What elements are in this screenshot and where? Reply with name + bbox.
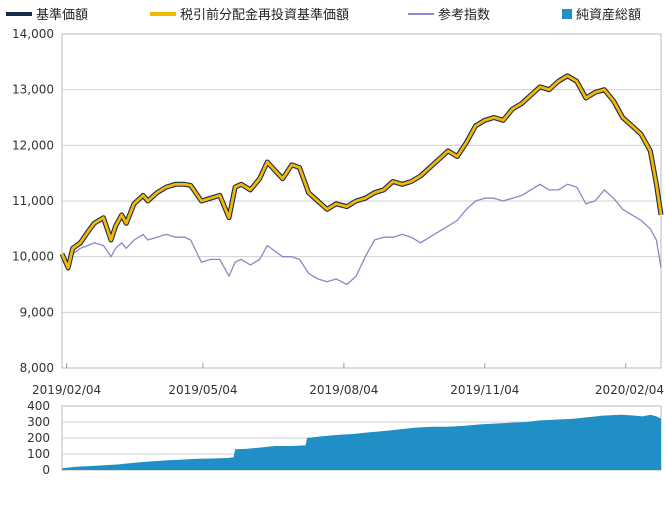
sub-y-tick-label-1: 100 — [27, 447, 50, 461]
main-y-tick-label-0: 8,000 — [20, 361, 54, 375]
main-y-tick-label-4: 12,000 — [12, 138, 54, 152]
legend-swatch-3 — [562, 9, 572, 19]
legend-label-3: 純資産総額 — [576, 7, 641, 23]
main-y-tick-label-5: 13,000 — [12, 83, 54, 97]
x-tick-label-2: 2019/08/04 — [309, 383, 378, 397]
net-assets-area-chart: 0 100 200 300 400 — [27, 399, 662, 477]
x-tick-label-1: 2019/05/04 — [168, 383, 237, 397]
x-tick-label-0: 2019/02/04 — [32, 383, 101, 397]
line-series-1 — [60, 74, 663, 270]
sub-y-tick-label-2: 200 — [27, 431, 50, 445]
main-y-tick-label-6: 14,000 — [12, 27, 54, 41]
area-net-assets — [62, 414, 661, 470]
sub-y-tick-label-4: 400 — [27, 399, 50, 413]
legend-label-1: 税引前分配金再投資基準価額 — [180, 7, 349, 23]
main-y-tick-label-2: 10,000 — [12, 250, 54, 264]
legend-label-2: 参考指数 — [438, 7, 490, 23]
price-line-chart: 8,000 9,000 10,000 11,000 12,000 13,000 14,000… — [12, 27, 664, 397]
sub-y-tick-label-0: 0 — [42, 463, 50, 477]
main-y-tick-label-3: 11,000 — [12, 194, 54, 208]
main-y-tick-label-1: 9,000 — [20, 305, 54, 319]
legend-label-0: 基準価額 — [36, 7, 88, 23]
line-series-2 — [61, 183, 662, 286]
x-tick-label-3: 2019/11/04 — [450, 383, 519, 397]
sub-y-tick-label-3: 300 — [27, 415, 50, 429]
legend: 基準価額 税引前分配金再投資基準価額 参考指数 純資産総額 — [6, 7, 641, 23]
x-tick-label-4: 2020/02/04 — [595, 383, 664, 397]
